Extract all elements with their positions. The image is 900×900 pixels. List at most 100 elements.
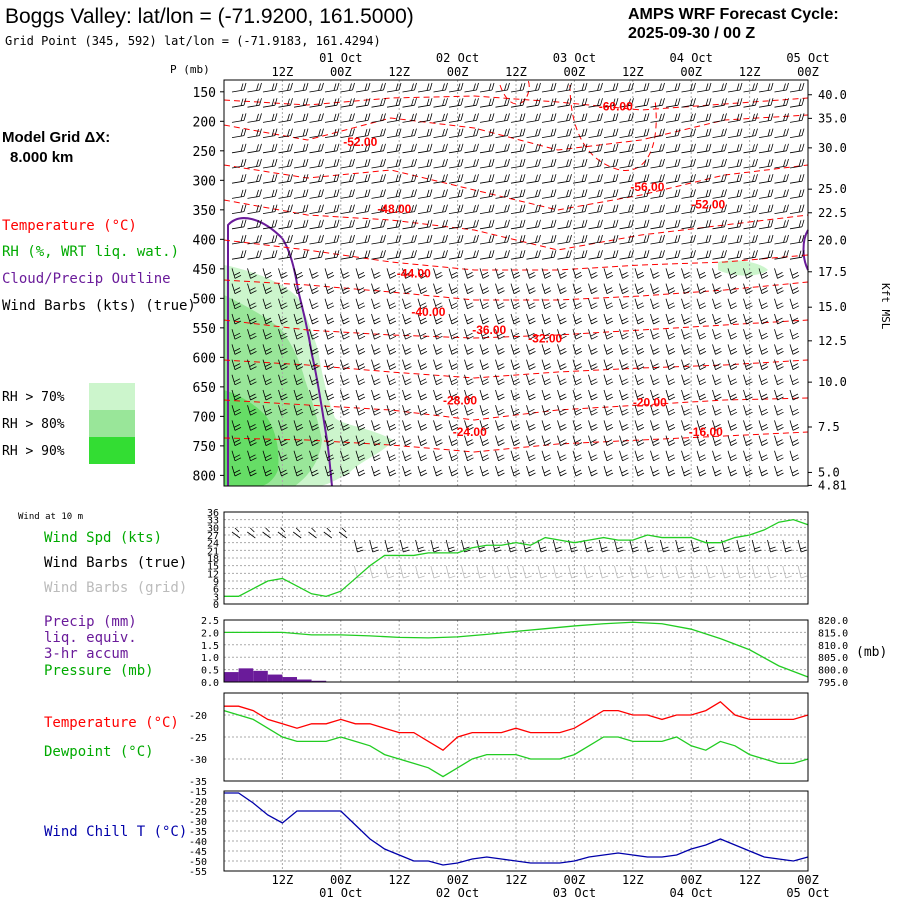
upper-wind-barb (588, 465, 598, 477)
upper-wind-barb (433, 174, 448, 184)
wind-10m-panel: Wind at 10 m Wind Spd (kts) Wind Barbs (… (18, 508, 809, 611)
grid-wind-barb (797, 565, 808, 579)
upper-wind-barb (464, 465, 474, 477)
upper-wind-barb (510, 82, 526, 93)
upper-wind-barb (526, 234, 541, 245)
upper-wind-barb (231, 268, 242, 279)
pressure-tick-label: 800 (193, 469, 216, 484)
upper-wind-barb (789, 298, 800, 310)
upper-wind-barb (355, 98, 371, 108)
upper-wind-barb (774, 219, 789, 230)
temperature-contour-label: -48.00 (377, 202, 411, 216)
upper-wind-barb (603, 128, 619, 138)
surface-wind-barb (415, 539, 425, 553)
temperature-panel-frame (223, 692, 809, 782)
upper-wind-barb (448, 374, 459, 386)
upper-wind-barb (541, 158, 557, 169)
upper-wind-barb (712, 344, 722, 355)
upper-wind-barb (402, 313, 412, 325)
upper-wind-barb (743, 420, 753, 431)
upper-wind-barb (634, 450, 645, 462)
upper-wind-barb (588, 158, 603, 169)
surface-wind-barb (247, 527, 256, 539)
upper-wind-barb (619, 435, 629, 446)
upper-wind-barb (448, 98, 464, 108)
upper-wind-barb (526, 250, 541, 260)
upper-wind-barb (650, 204, 665, 214)
upper-wind-barb (340, 298, 350, 310)
upper-wind-barb (417, 405, 428, 416)
time-tick-label: 00Z (564, 65, 586, 79)
upper-wind-barb (789, 98, 805, 108)
upper-wind-barb (510, 389, 521, 401)
upper-wind-barb (433, 82, 448, 93)
upper-wind-barb (557, 98, 572, 108)
upper-wind-barb (293, 158, 309, 169)
upper-wind-barb (650, 344, 660, 355)
upper-wind-barb (448, 405, 459, 416)
upper-wind-barb (603, 329, 614, 340)
upper-wind-barb (774, 359, 784, 370)
upper-wind-barb (712, 420, 722, 431)
upper-wind-barb (603, 374, 614, 386)
upper-wind-barb (309, 465, 319, 477)
surface-wind-barb (399, 539, 410, 553)
upper-wind-barb (526, 435, 536, 446)
upper-wind-barb (278, 174, 293, 184)
upper-wind-barb (479, 420, 490, 431)
upper-wind-barb (634, 82, 650, 93)
upper-wind-barb (278, 329, 288, 340)
upper-wind-barb (650, 250, 665, 260)
upper-wind-barb (309, 189, 324, 199)
upper-wind-barb (448, 359, 459, 370)
upper-wind-barb (572, 189, 588, 199)
upper-wind-barb (743, 113, 758, 123)
surface-wind-barb (614, 539, 624, 553)
upper-wind-barb (743, 82, 758, 93)
upper-wind-barb (743, 283, 753, 294)
upper-wind-barb (665, 405, 676, 416)
upper-wind-barb (712, 283, 722, 294)
upper-wind-barb (231, 204, 247, 214)
upper-wind-barb (479, 189, 495, 199)
upper-wind-barb (588, 143, 603, 154)
upper-wind-barb (727, 405, 738, 416)
precip-bars (224, 668, 327, 682)
upper-wind-barb (743, 204, 758, 214)
upper-wind-barb (572, 359, 583, 370)
precip-bar (282, 677, 297, 682)
upper-wind-barb (510, 329, 521, 340)
temperature-contour (223, 397, 809, 421)
upper-wind-barb (650, 435, 660, 446)
upper-wind-barb (262, 420, 273, 431)
upper-wind-barb (588, 313, 598, 325)
upper-wind-barb (681, 158, 696, 169)
y-tick-label: -20 (189, 711, 207, 722)
upper-wind-barb (402, 82, 417, 93)
upper-wind-barb (464, 298, 474, 310)
upper-wind-barb (510, 128, 526, 138)
upper-wind-barb (510, 359, 521, 370)
upper-wind-barb (293, 250, 309, 260)
upper-wind-barb (464, 204, 479, 214)
upper-wind-barb (619, 344, 629, 355)
upper-wind-barb (712, 82, 727, 93)
upper-wind-barb (464, 98, 479, 108)
upper-wind-barb (557, 359, 567, 370)
upper-wind-barb (510, 174, 526, 184)
upper-wind-barb (712, 98, 727, 108)
upper-wind-barb (386, 389, 397, 401)
upper-wind-barb (340, 283, 350, 294)
upper-wind-barb (402, 329, 412, 340)
surface-wind-barb (751, 539, 762, 553)
upper-wind-barb (417, 435, 428, 446)
upper-wind-barb (619, 359, 629, 370)
upper-wind-barb (696, 389, 707, 401)
upper-wind-barb (774, 189, 789, 199)
upper-wind-barb (526, 268, 536, 279)
upper-wind-barb (758, 158, 774, 169)
upper-wind-barb (650, 450, 660, 462)
upper-wind-barb (448, 204, 464, 214)
upper-wind-barb (696, 174, 712, 184)
